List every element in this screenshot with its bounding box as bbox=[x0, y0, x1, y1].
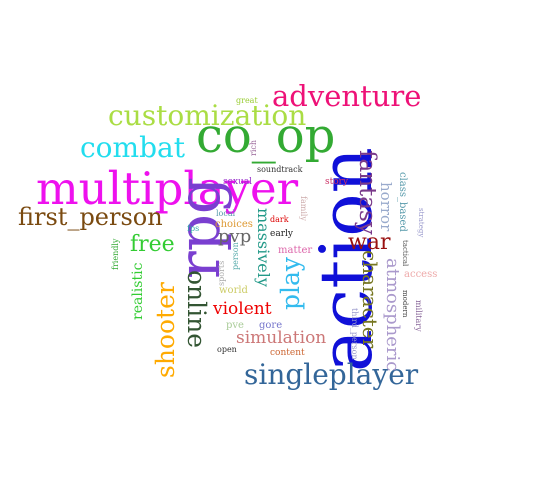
word-military: military bbox=[414, 300, 423, 332]
word-modern: modern bbox=[401, 290, 409, 318]
word-world: world bbox=[219, 285, 248, 296]
word-class_based: class_based bbox=[397, 172, 408, 232]
word-fps: fps bbox=[187, 224, 200, 233]
word-tactical: tactical bbox=[401, 240, 409, 267]
word-content: content bbox=[270, 348, 305, 358]
word-online: online bbox=[182, 270, 211, 349]
word-violent: violent bbox=[213, 299, 272, 319]
word-atmospheric: atmospheric bbox=[382, 258, 403, 372]
word-strategy: strategy bbox=[417, 208, 425, 238]
word-play: play bbox=[276, 256, 305, 310]
word-dark: dark bbox=[270, 215, 289, 224]
word-simulation: simulation bbox=[236, 328, 327, 348]
word-multiplayer: multiplayer bbox=[36, 162, 299, 215]
word-war: war bbox=[348, 230, 391, 255]
word-local: local bbox=[216, 209, 236, 218]
word-choices: choices bbox=[215, 219, 253, 230]
word-combat: combat bbox=[80, 131, 185, 164]
word-shooter: shooter bbox=[151, 282, 180, 378]
word-free: free bbox=[130, 232, 175, 257]
word-pve: pve bbox=[226, 320, 244, 331]
word-co_op: co_op bbox=[196, 108, 336, 164]
word-soundtrack: soundtrack bbox=[257, 165, 303, 174]
word-pvp: pvp bbox=[218, 226, 252, 247]
word-story: story bbox=[325, 177, 349, 187]
word-access: access bbox=[404, 269, 438, 280]
word-gore: gore bbox=[259, 320, 283, 331]
word-sexual: sexual bbox=[223, 177, 253, 187]
word-matter: matter bbox=[278, 245, 313, 256]
word-sports: sports bbox=[217, 260, 226, 286]
word-early: early bbox=[270, 229, 293, 239]
word-horror: horror bbox=[377, 182, 395, 232]
word-open: open bbox=[217, 345, 237, 354]
word-third_person: third_person bbox=[350, 308, 359, 360]
word-family: family bbox=[299, 196, 308, 221]
word-adventure: adventure bbox=[272, 79, 422, 113]
word-person: person bbox=[231, 242, 240, 270]
word-realistic: realistic bbox=[130, 262, 146, 320]
word-great: great bbox=[236, 96, 258, 105]
word-character: character bbox=[358, 250, 382, 349]
word-fantasy: fantasy bbox=[354, 150, 380, 235]
word-rich: rich bbox=[249, 139, 258, 156]
word-friendly: friendly bbox=[111, 238, 120, 270]
word-massively: massively bbox=[254, 208, 273, 287]
word-singleplayer: singleplayer bbox=[244, 358, 419, 391]
word-first_person: first_person bbox=[18, 203, 163, 231]
word-customization: customization bbox=[108, 99, 307, 132]
